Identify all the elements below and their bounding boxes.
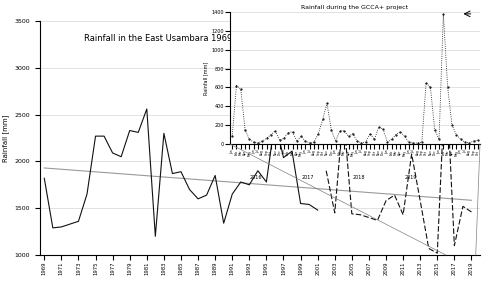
Text: 2018: 2018 <box>353 175 366 180</box>
Text: 2017: 2017 <box>302 175 314 180</box>
Title: Rainfall during the GCCA+ project: Rainfall during the GCCA+ project <box>302 5 408 10</box>
Text: 2019: 2019 <box>405 175 417 180</box>
Y-axis label: Rainfall [mm]: Rainfall [mm] <box>2 114 9 162</box>
Y-axis label: Rainfall [mm]: Rainfall [mm] <box>204 61 208 94</box>
Text: 2016: 2016 <box>250 175 262 180</box>
Text: Rainfall in the East Usambara 1969-2019: Rainfall in the East Usambara 1969-2019 <box>84 34 256 43</box>
